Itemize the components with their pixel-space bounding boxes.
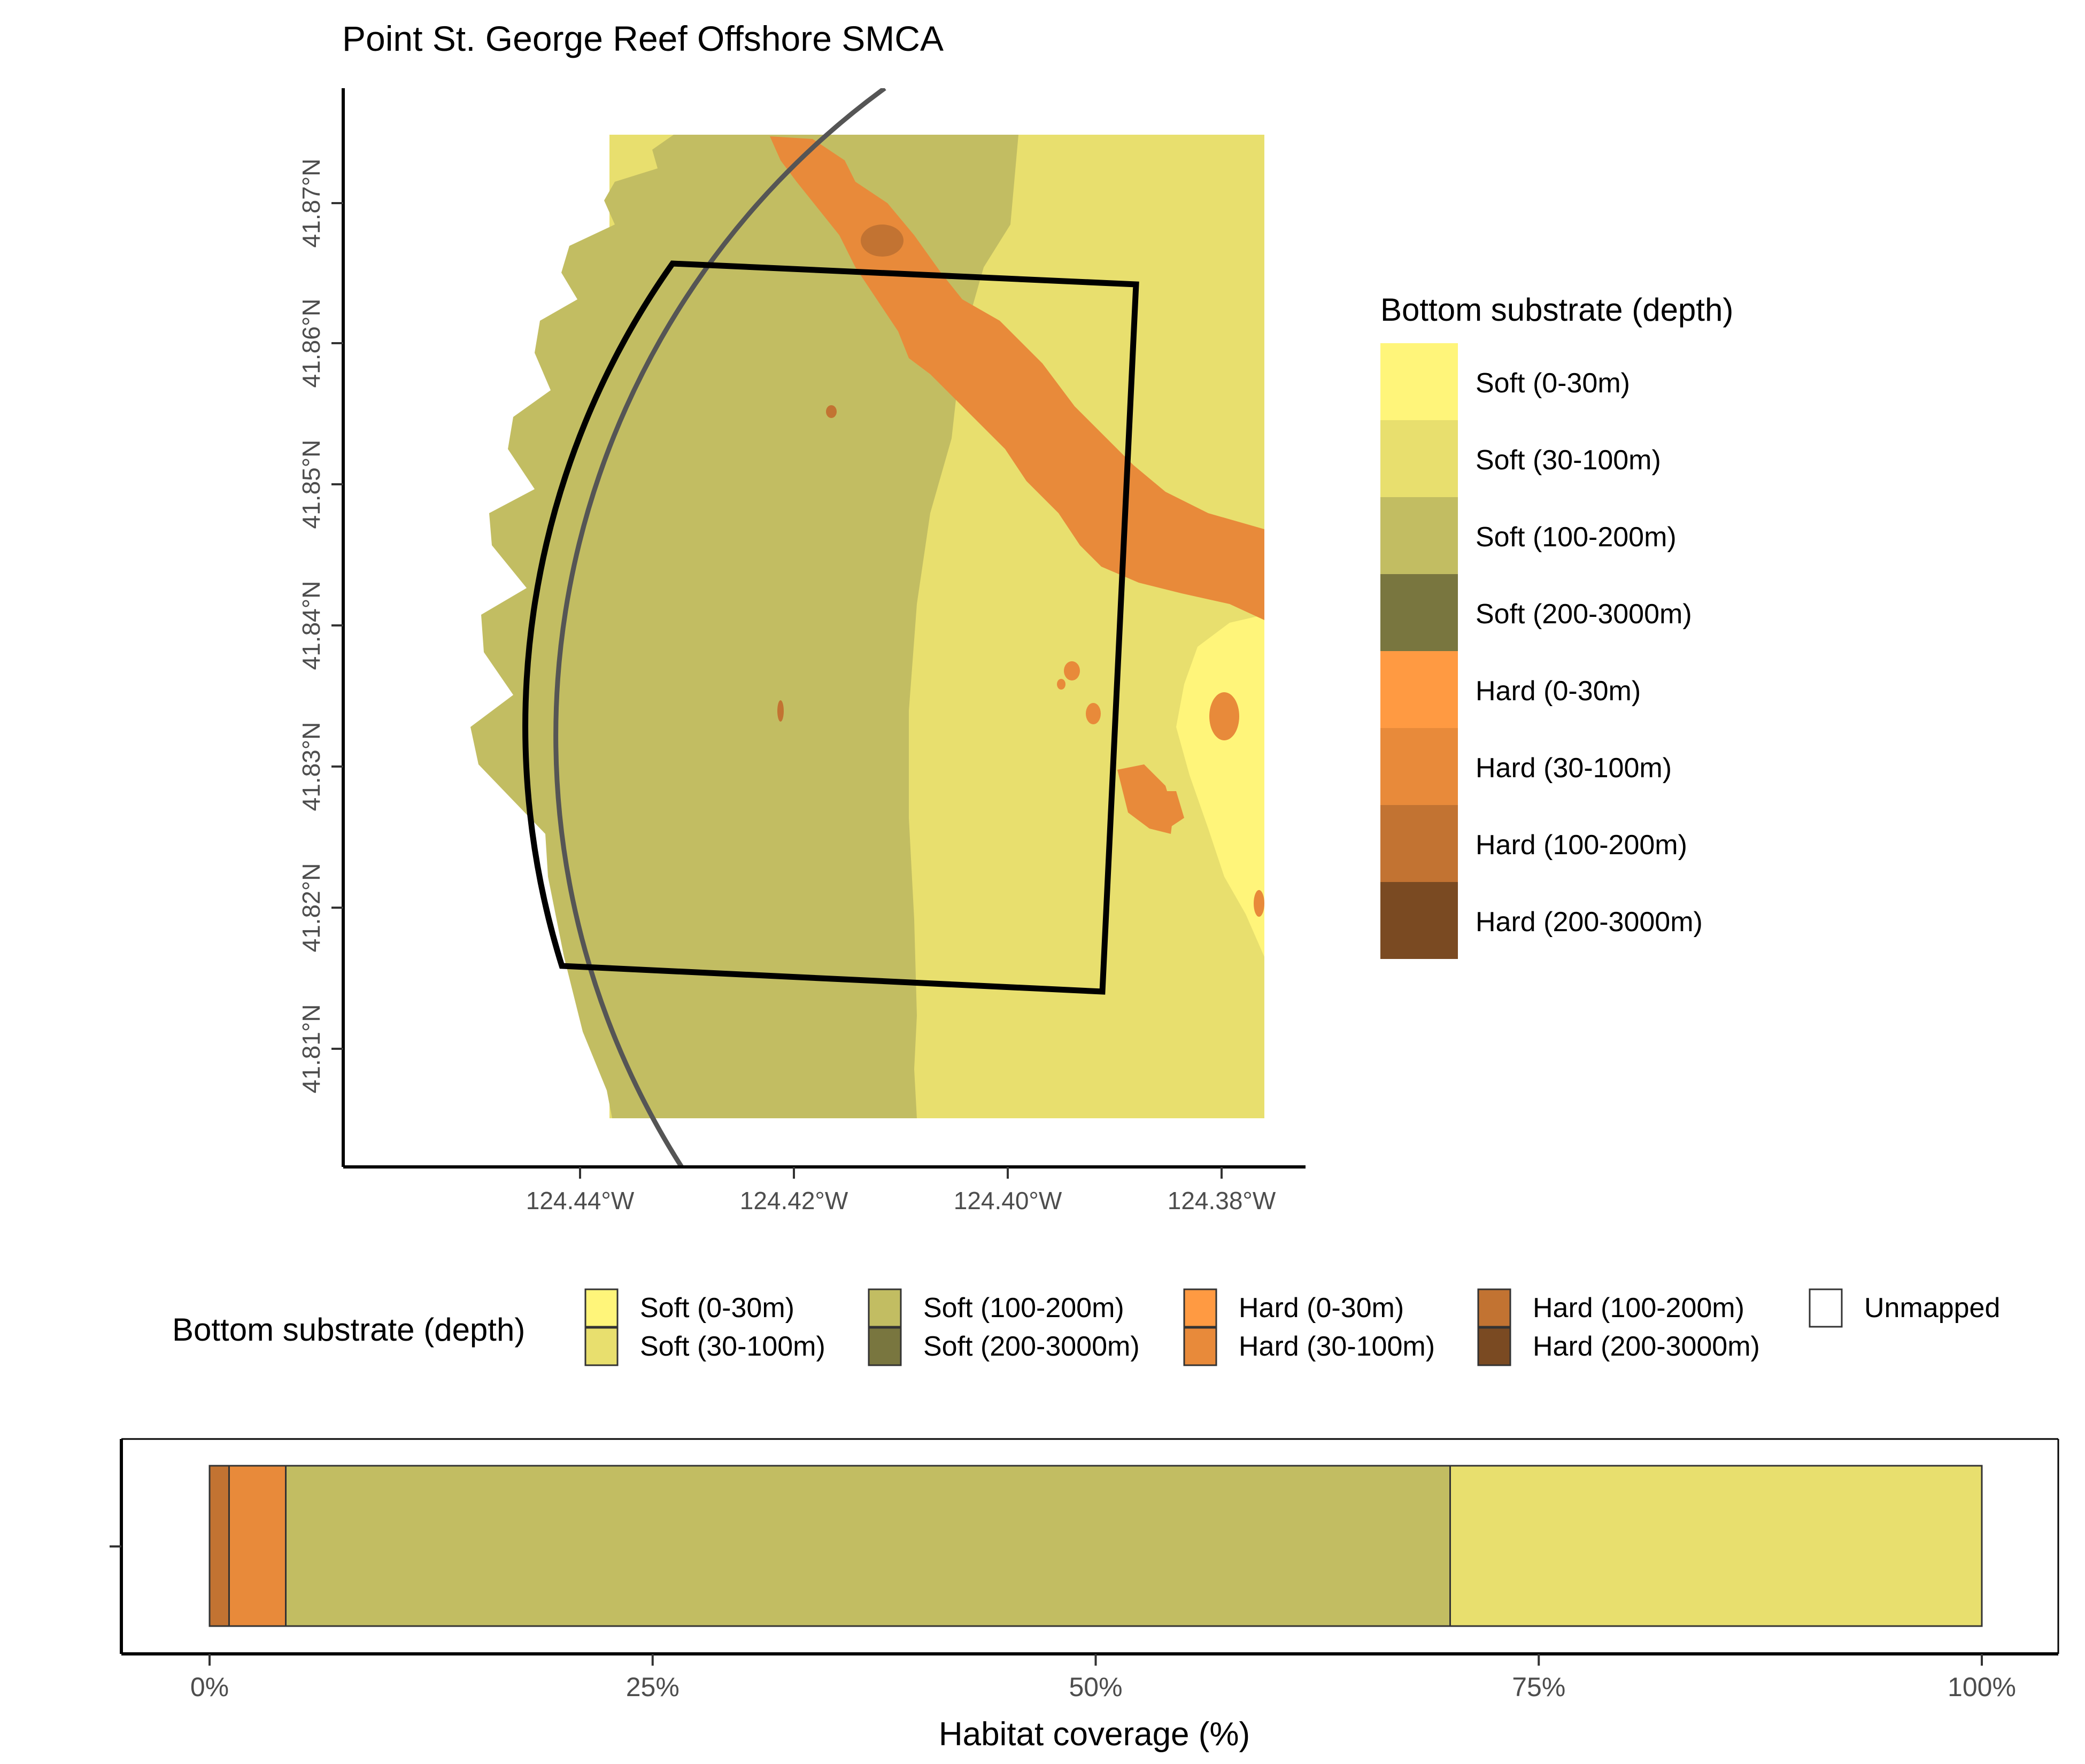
bar-legend-label: Soft (30-100m) [640,1331,825,1362]
bar-legend: Bottom substrate (depth) Soft (0-30m)Sof… [172,1288,2000,1366]
map-legend-swatch [1380,651,1458,728]
map-tick-labels: 124.44°W 124.42°W 124.40°W 124.38°W 41.87°N 4… [297,159,1276,1214]
map-legend-title: Bottom substrate (depth) [1380,292,1733,328]
coverage-bar-segment [1449,1465,1983,1627]
lat-tick-label: 41.84°N [297,581,325,670]
map-legend-label: Hard (0-30m) [1476,676,1641,707]
bar-legend-label: Soft (200-3000m) [923,1331,1140,1362]
hard-deep-patch-2 [777,700,784,722]
lon-tick-label: 124.44°W [526,1187,635,1214]
bar-legend-swatch [868,1288,902,1328]
coverage-chart: 0% 25% 50% 75% 100% Habitat coverage (%) [110,1438,2059,1753]
map-legend-swatch [1380,805,1458,882]
hard-patch-small-1 [1064,661,1080,680]
lat-tick-label: 41.86°N [297,299,325,388]
lat-tick-label: 41.83°N [297,722,325,811]
lon-tick-label: 124.40°W [954,1187,1062,1214]
bar-legend-swatch [1183,1327,1217,1366]
hard-reef-band [770,136,1264,620]
coverage-bar-segment [228,1465,287,1627]
lat-tick-label: 41.81°N [297,1004,325,1094]
map-legend-label: Soft (0-30m) [1476,368,1630,399]
bar-legend-label: Soft (0-30m) [640,1293,794,1324]
map-title: Point St. George Reef Offshore SMCA [342,19,944,58]
map-panel: 124.44°W 124.42°W 124.40°W 124.38°W 41.87°N 4… [297,88,1306,1214]
bar-legend-items: Soft (0-30m) Soft (30-100m) Soft (100-200m… [584,1288,2000,1366]
smca-boundary [522,260,1139,995]
map-legend-swatch [1380,574,1458,651]
map-legend-items: Soft (0-30m) Soft (30-100m) Soft (100-200m… [1380,343,1703,959]
map-legend-swatch [1380,420,1458,497]
map-legend-label: Hard (100-200m) [1476,830,1687,861]
map-legend-swatch [1380,497,1458,574]
hard-patch-east [1209,692,1239,740]
map-legend-swatch [1380,343,1458,420]
map-legend-swatch [1380,882,1458,959]
lat-tick-label: 41.87°N [297,159,325,248]
chart-x-ticks: 0% 25% 50% 75% 100% [190,1654,2016,1702]
bar-legend-swatch [1809,1288,1843,1328]
hard-deep-patch-1 [826,405,837,418]
lon-tick-label: 124.42°W [740,1187,848,1214]
hard-deep-patches [777,225,904,722]
hard-patch-small-3 [1057,679,1065,690]
bar-legend-swatch [868,1327,902,1366]
map-legend-label: Hard (30-100m) [1476,753,1672,784]
lat-tick-label: 41.82°N [297,863,325,953]
map-legend-label: Soft (100-200m) [1476,522,1677,553]
chart-x-axis-label: Habitat coverage (%) [939,1716,1250,1753]
bar-legend-label: Hard (30-100m) [1239,1331,1435,1362]
map-legend: Bottom substrate (depth) Soft (0-30m)Sof… [1380,292,1733,959]
coverage-bar-segment [285,1465,1451,1627]
bar-legend-label: Hard (0-30m) [1239,1293,1404,1324]
bar-legend-label: Hard (100-200m) [1533,1293,1744,1324]
habitat-soft-0-30 [1176,615,1264,957]
map-legend-label: Hard (200-3000m) [1476,907,1703,938]
hard-patch-small-4 [1254,890,1264,917]
map-legend-label: Soft (30-100m) [1476,445,1661,476]
bar-legend-label: Unmapped [1864,1293,2000,1324]
habitat-layer [470,88,1264,1167]
bar-legend-label: Hard (200-3000m) [1533,1331,1760,1362]
lon-tick-label: 124.38°W [1168,1187,1276,1214]
bar-legend-swatch [1477,1288,1511,1328]
bar-legend-swatch [584,1327,619,1366]
state-waters-arc [553,88,886,1167]
x-tick-label: 0% [190,1672,229,1702]
hard-patch-south-2 [1155,791,1184,829]
bar-legend-swatch [1183,1288,1217,1328]
lat-tick-label: 41.85°N [297,440,325,529]
x-tick-label: 100% [1948,1672,2016,1702]
x-tick-label: 75% [1512,1672,1565,1702]
bar-legend-label: Soft (100-200m) [923,1293,1124,1324]
x-tick-label: 50% [1069,1672,1122,1702]
map-ticks [331,202,1223,1179]
bar-legend-title: Bottom substrate (depth) [172,1312,525,1348]
coverage-bar-segment [208,1465,230,1627]
hard-patch-south-1 [1117,764,1173,834]
coverage-bars [208,1465,1983,1627]
habitat-soft-100-200 [470,135,1018,1118]
x-tick-label: 25% [626,1672,679,1702]
bar-legend-swatch [584,1288,619,1328]
map-legend-swatch [1380,728,1458,805]
hard-deep-patch-3 [861,225,904,257]
map-legend-label: Soft (200-3000m) [1476,599,1692,630]
hard-patch-small-2 [1086,703,1101,724]
bar-legend-swatch [1477,1327,1511,1366]
hard-substrate-patches [770,136,1264,917]
